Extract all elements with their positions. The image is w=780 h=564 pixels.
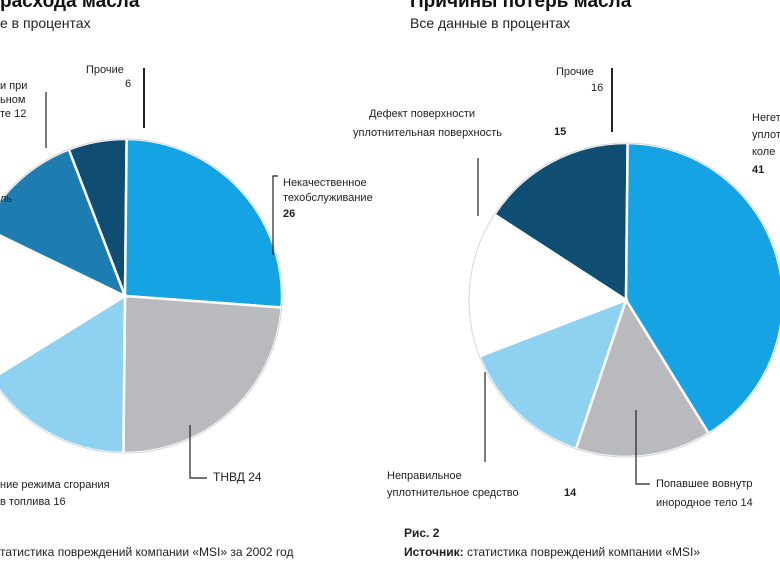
caption-source-text: статистика повреждений компании «MSI»: [463, 545, 701, 559]
right-label-prochie: Прочие: [556, 66, 594, 78]
left-pie-slice-5: [0, 234, 128, 375]
left-label-top-line1: и при: [0, 80, 28, 92]
right-label-popav-line1: Попавшее вовнутр: [656, 478, 753, 490]
left-label-nekach-line1: Некачественное: [283, 177, 367, 189]
right-label-defekt-line1: Дефект поверхности: [369, 108, 476, 120]
right-pie-outline: [468, 142, 780, 458]
right-label-defekt-line2: уплотнительная поверхность: [353, 127, 503, 139]
left-caption: татистика повреждений компании «MSI» за …: [0, 545, 294, 559]
left-label-tnvd: ТНВД 24: [213, 470, 262, 484]
left-label-prochie: Прочие: [86, 64, 124, 76]
left-pie-slice-2: [123, 137, 284, 309]
right-label-nepravil-line1: Неправильное: [387, 470, 462, 482]
caption-source-prefix: Источник:: [404, 545, 464, 559]
left-pie-chart: [0, 137, 284, 455]
left-label-rezhim-line2: в топлива 16: [0, 496, 66, 508]
leader-left-nekach: [272, 175, 278, 255]
right-caption: Источник: статистика повреждений компани…: [404, 545, 701, 560]
left-pie-slice-3: [122, 294, 283, 455]
right-value-neget: 41: [752, 164, 765, 176]
left-label-side: ль: [0, 193, 13, 205]
left-label-nekach-line2: техобслуживание: [283, 192, 373, 204]
right-value-defekt: 15: [554, 126, 567, 138]
figure-number: Рис. 2: [404, 526, 440, 540]
leader-left-tnvd: [189, 425, 207, 479]
right-label-neget-line3: коле: [752, 146, 776, 158]
left-chart-title: расхода масла: [0, 0, 140, 12]
left-label-top-line2: ьном: [0, 94, 26, 106]
right-value-nepravil: 14: [564, 487, 577, 499]
right-label-popav-line2: инородное тело 14: [656, 497, 753, 509]
leader-lines: [45, 68, 650, 485]
left-value-nekach: 26: [283, 208, 296, 220]
left-pie-outline: [0, 138, 283, 454]
right-chart-subtitle: Все данные в процентах: [410, 15, 571, 31]
right-value-prochie: 16: [591, 82, 604, 94]
left-label-rezhim-line1: ние режима сгорания: [0, 479, 110, 491]
left-label-top-line3: те 12: [0, 108, 27, 120]
left-value-prochie: 6: [125, 78, 132, 90]
left-chart-subtitle: е в процентах: [0, 15, 91, 31]
right-label-nepravil-line2: уплотнительное средство: [387, 487, 519, 499]
right-pie-chart: [467, 141, 780, 459]
leader-right-popav: [635, 410, 650, 485]
right-label-neget-line1: Негет: [752, 112, 780, 124]
right-label-neget-line2: уплот: [752, 129, 780, 141]
right-chart-title: Причины потерь масла: [410, 0, 632, 12]
